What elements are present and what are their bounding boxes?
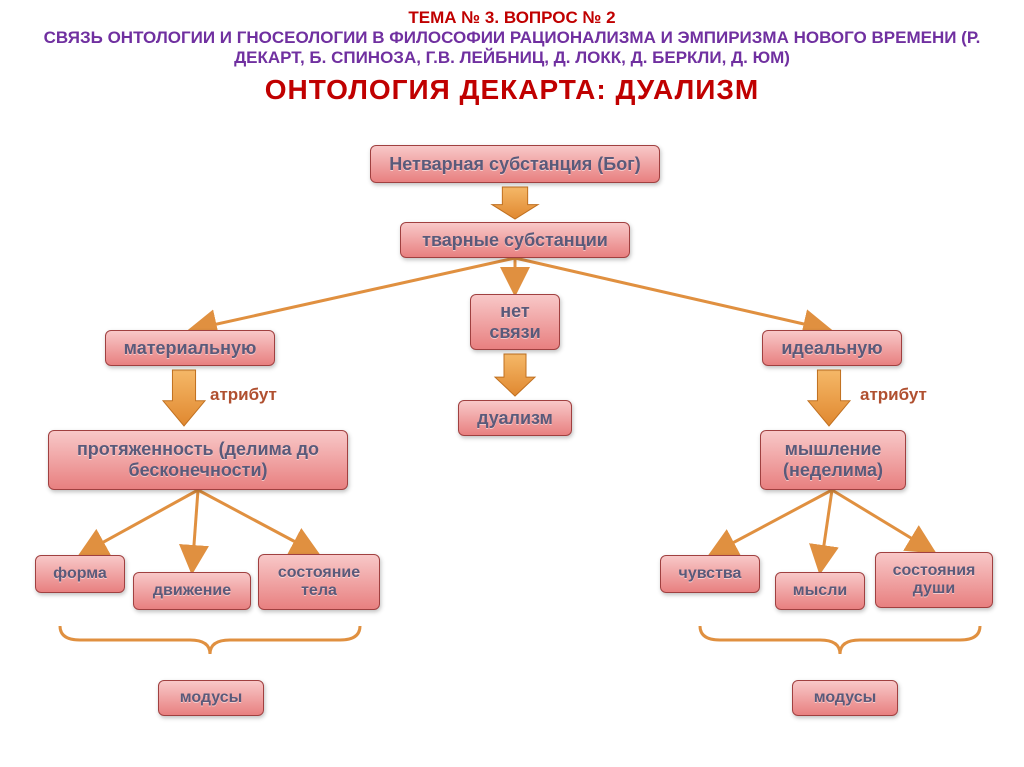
brace-1 xyxy=(700,626,980,654)
node-modes1: модусы xyxy=(158,680,264,716)
label-attr2: атрибут xyxy=(860,385,927,405)
node-extension: протяженность (делима до бесконечности) xyxy=(48,430,348,490)
node-god: Нетварная субстанция (Бог) xyxy=(370,145,660,183)
header-subtitle: СВЯЗЬ ОНТОЛОГИИ И ГНОСЕОЛОГИИ В ФИЛОСОФИ… xyxy=(0,28,1024,68)
node-created: тварные субстанции xyxy=(400,222,630,258)
connector-line-3 xyxy=(80,490,198,555)
node-dualism: дуализм xyxy=(458,400,572,436)
node-thinking: мышление (неделима) xyxy=(760,430,906,490)
block-arrow-0 xyxy=(492,187,538,219)
label-attr1: атрибут xyxy=(210,385,277,405)
header: ТЕМА № 3. ВОПРОС № 2 СВЯЗЬ ОНТОЛОГИИ И Г… xyxy=(0,0,1024,106)
connector-line-7 xyxy=(820,490,832,572)
connector-line-6 xyxy=(710,490,832,555)
node-soulstate: состояния души xyxy=(875,552,993,608)
main-title: ОНТОЛОГИЯ ДЕКАРТА: ДУАЛИЗМ xyxy=(0,74,1024,106)
block-arrow-2 xyxy=(163,370,205,426)
node-motion: движение xyxy=(133,572,251,610)
header-topic: ТЕМА № 3. ВОПРОС № 2 xyxy=(0,8,1024,28)
node-form: форма xyxy=(35,555,125,593)
connector-line-8 xyxy=(832,490,934,552)
connector-line-2 xyxy=(515,258,830,330)
brace-0 xyxy=(60,626,360,654)
node-material: материальную xyxy=(105,330,275,366)
node-modes2: модусы xyxy=(792,680,898,716)
node-bodystate: состояние тела xyxy=(258,554,380,610)
connector-line-5 xyxy=(198,490,318,554)
connector-line-4 xyxy=(192,490,198,572)
block-arrow-3 xyxy=(808,370,850,426)
block-arrow-1 xyxy=(495,354,535,396)
node-noconn: нет связи xyxy=(470,294,560,350)
connector-layer xyxy=(0,0,1024,767)
node-thoughts: мысли xyxy=(775,572,865,610)
node-ideal: идеальную xyxy=(762,330,902,366)
node-feelings: чувства xyxy=(660,555,760,593)
connector-line-0 xyxy=(190,258,515,330)
